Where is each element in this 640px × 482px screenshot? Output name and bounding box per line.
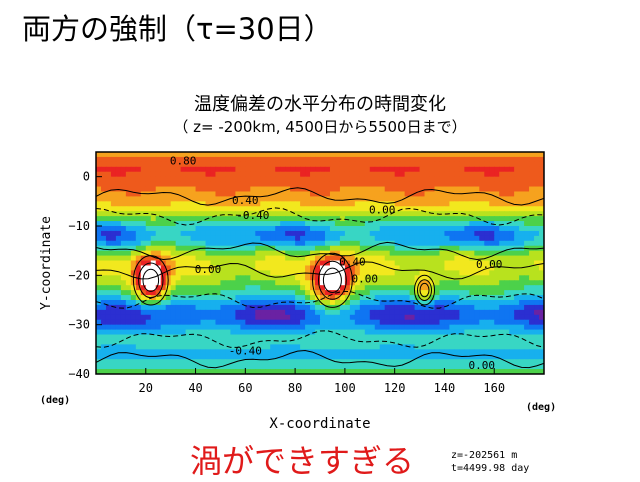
slide-title: 両方の強制（τ=30日） (22, 12, 333, 46)
contour-line (96, 187, 544, 206)
y-unit-label: (deg) (40, 395, 70, 406)
contour-line (96, 261, 544, 280)
contour-line (96, 349, 544, 369)
vortex-contour (132, 255, 169, 306)
x-tick-label: 100 (334, 381, 356, 395)
x-tick-label: 40 (188, 381, 202, 395)
x-tick-label: 20 (139, 381, 153, 395)
vortex-contour (417, 279, 432, 302)
contour-label: -0.40 (236, 209, 269, 222)
contour-label: 0.40 (232, 194, 259, 207)
vortex-contour (138, 262, 164, 299)
caption-text: 渦ができすぎる (190, 442, 415, 480)
contour-label: 0.80 (170, 154, 197, 167)
vortex-contour (414, 274, 435, 306)
contour-labels: 0.80 0.40 -0.40 0.00 0.00 0.40 0.00 0.00 -0.40 0.… (170, 154, 503, 372)
contour-label: -0.40 (229, 344, 262, 357)
contour-lines (96, 187, 544, 369)
contour-label: 0.00 (476, 258, 503, 271)
contour-label: 0.40 (339, 256, 366, 269)
info-depth: z=-202561 m (451, 450, 518, 461)
vortex-contour (419, 282, 430, 298)
y-tick-label: 0 (83, 170, 90, 184)
y-axis-label: Y-coordinate (39, 216, 54, 310)
contour-line (96, 330, 544, 348)
vortex-contour (322, 267, 342, 293)
contour-line (96, 207, 544, 226)
x-axis-label: X-coordinate (269, 416, 370, 432)
y-tick-label: −40 (68, 367, 90, 381)
contour-label: 0.00 (469, 359, 496, 372)
y-tick-label: −20 (68, 268, 90, 282)
contour-line (96, 241, 544, 261)
heatmap-field (96, 152, 544, 374)
vortex-contour (142, 268, 160, 292)
x-unit-label: (deg) (526, 402, 556, 413)
vortex-contour (318, 260, 347, 300)
x-tick-label: 140 (434, 381, 456, 395)
x-tick-label: 60 (238, 381, 252, 395)
contour-line (96, 290, 544, 309)
chart-subtitle: （ z= -200km, 4500日から5500日まで） (173, 118, 467, 136)
x-tick-label: 120 (384, 381, 406, 395)
axis-ticks: 20 40 60 80 100 120 140 160 0 −10 −20 −30 −40 (68, 170, 505, 395)
contour-label: 0.00 (195, 263, 222, 276)
vortex-contour (312, 252, 353, 308)
x-tick-label: 80 (288, 381, 302, 395)
y-tick-label: −30 (68, 318, 90, 332)
contour-label: 0.00 (352, 273, 379, 286)
chart-title: 温度偏差の水平分布の時間変化 (194, 94, 446, 115)
info-time: t=4499.98 day (451, 463, 530, 474)
plot-frame (95, 151, 545, 375)
contour-label: 0.00 (369, 204, 396, 217)
x-tick-label: 160 (483, 381, 505, 395)
y-tick-label: −10 (68, 219, 90, 233)
